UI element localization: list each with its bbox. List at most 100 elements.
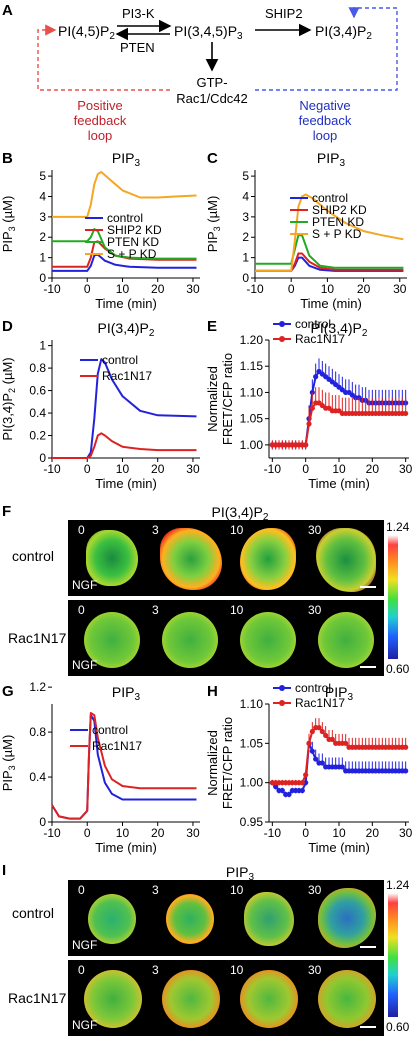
data-point bbox=[319, 728, 325, 735]
panel-f-row-rac1n17-label: Rac1N17 bbox=[8, 630, 67, 646]
x-tick-label: 20 bbox=[151, 462, 165, 476]
positive-feedback-label: Positive bbox=[77, 98, 123, 113]
chart-title: PIP3 bbox=[112, 684, 141, 703]
legend-marker bbox=[279, 685, 285, 691]
chart-title-sub: 3 bbox=[348, 692, 354, 703]
x-axis-label: Time (min) bbox=[95, 476, 157, 491]
positive-feedback-arrow bbox=[37, 24, 170, 91]
panel-letter-i: I bbox=[2, 862, 7, 879]
legend-label: control bbox=[295, 318, 331, 331]
time-label: 0 bbox=[78, 523, 85, 537]
y-axis-label-2: FRET/CFP ratio bbox=[220, 717, 235, 809]
cell-image bbox=[160, 528, 222, 590]
data-point bbox=[343, 740, 349, 746]
node-pi34p2: PI(3,4)P2 bbox=[315, 23, 372, 42]
y-tick-label: 3 bbox=[242, 210, 249, 224]
time-label: 10 bbox=[230, 523, 244, 537]
time-label: 10 bbox=[230, 603, 244, 617]
y-tick-label: 0 bbox=[39, 451, 46, 465]
x-tick-label: 20 bbox=[151, 826, 165, 840]
panel-letter-f: F bbox=[2, 503, 12, 520]
legend-label: control bbox=[92, 723, 128, 737]
x-tick-label: -10 bbox=[264, 826, 282, 840]
legend-label: control bbox=[295, 682, 331, 695]
panel-letter-h: H bbox=[207, 683, 218, 700]
panel-i-control-images: 0 3 10 30 NGF bbox=[68, 880, 384, 956]
data-point bbox=[273, 784, 279, 790]
chart-title: PIP3 bbox=[317, 150, 346, 169]
legend-label: PTEN KD bbox=[107, 235, 159, 249]
y-tick-label: 1.20 bbox=[240, 333, 264, 347]
y-tick-label: 3 bbox=[39, 210, 46, 224]
y-tick-label: 0.6 bbox=[29, 384, 46, 398]
panel-f-row-control-label: control bbox=[12, 548, 55, 564]
series-line bbox=[52, 432, 197, 459]
cell-image bbox=[86, 530, 138, 586]
data-point bbox=[323, 732, 329, 739]
cell-image bbox=[244, 892, 294, 946]
colorbar-f-min: 0.60 bbox=[386, 662, 410, 676]
series-line bbox=[52, 253, 197, 272]
y-axis-label-2: FRET/CFP ratio bbox=[220, 353, 235, 445]
time-label: 30 bbox=[308, 603, 322, 617]
stim-label-ngf: NGF bbox=[72, 938, 98, 952]
svg-text:PI(3,4)P2: PI(3,4)P2 bbox=[212, 504, 269, 522]
panel-i-rac1n17-images: 0 3 10 30 NGF bbox=[68, 960, 384, 1036]
x-tick-label: 20 bbox=[151, 282, 165, 296]
time-label: 10 bbox=[230, 883, 244, 897]
cell-image bbox=[318, 970, 376, 1028]
scale-bar bbox=[360, 586, 376, 588]
y-tick-label: 0 bbox=[39, 815, 46, 829]
y-tick-label: 1.05 bbox=[240, 736, 264, 750]
y-tick-label: 5 bbox=[39, 169, 46, 183]
y-axis-label-sub: 3 bbox=[7, 226, 17, 231]
y-tick-label: 0 bbox=[39, 271, 46, 285]
legend-label: Rac1N17 bbox=[295, 696, 345, 710]
colorbar-i-max: 1.24 bbox=[386, 878, 410, 892]
y-axis-label: PIP3 (µM) bbox=[0, 735, 17, 792]
x-tick-label: 10 bbox=[321, 282, 335, 296]
x-tick-label: -10 bbox=[264, 462, 282, 476]
chart-title-sub: 2 bbox=[362, 328, 368, 339]
y-tick-label: 1 bbox=[39, 251, 46, 265]
data-point bbox=[339, 764, 345, 770]
chart-title: PI(3,4)P2 bbox=[98, 320, 155, 339]
x-tick-label: 0 bbox=[84, 826, 91, 840]
data-point bbox=[403, 768, 409, 774]
x-tick-label: -10 bbox=[43, 282, 61, 296]
series-line bbox=[52, 358, 197, 459]
cell-image bbox=[162, 612, 218, 668]
data-point bbox=[306, 740, 312, 746]
y-tick-label: 0.8 bbox=[29, 725, 46, 739]
y-tick-label: 0.4 bbox=[29, 770, 46, 784]
y-tick-label: 1.10 bbox=[240, 697, 264, 711]
x-tick-label: 10 bbox=[332, 826, 346, 840]
chart-title-text: PIP bbox=[112, 684, 135, 700]
y-axis-label-text: PIP bbox=[0, 231, 15, 252]
cell-image bbox=[240, 970, 298, 1028]
chart-title-sub: 3 bbox=[340, 158, 346, 169]
node-gtp-rac1: GTP- bbox=[196, 75, 227, 90]
x-tick-label: 10 bbox=[116, 826, 130, 840]
enzyme-ship2: SHIP2 bbox=[265, 6, 303, 21]
colorbar-i bbox=[388, 893, 398, 1017]
svg-text:PIP3: PIP3 bbox=[226, 864, 255, 882]
chart-title-sub: 3 bbox=[135, 692, 141, 703]
x-tick-label: 20 bbox=[366, 462, 380, 476]
x-tick-label: 30 bbox=[186, 282, 200, 296]
y-tick-label: 1.05 bbox=[240, 412, 264, 426]
time-label: 30 bbox=[308, 883, 322, 897]
series-line bbox=[51, 712, 197, 820]
y-axis-label: PI(3,4)P2 (µM) bbox=[0, 357, 17, 440]
x-axis-label: Time (min) bbox=[308, 840, 370, 855]
cell-image bbox=[84, 970, 142, 1028]
x-axis-label: Time (min) bbox=[308, 476, 370, 491]
y-tick-label: 1.10 bbox=[240, 385, 264, 399]
x-tick-label: 0 bbox=[288, 282, 295, 296]
cell-image bbox=[316, 528, 376, 592]
time-label: 10 bbox=[230, 963, 244, 977]
series-line bbox=[52, 240, 197, 268]
